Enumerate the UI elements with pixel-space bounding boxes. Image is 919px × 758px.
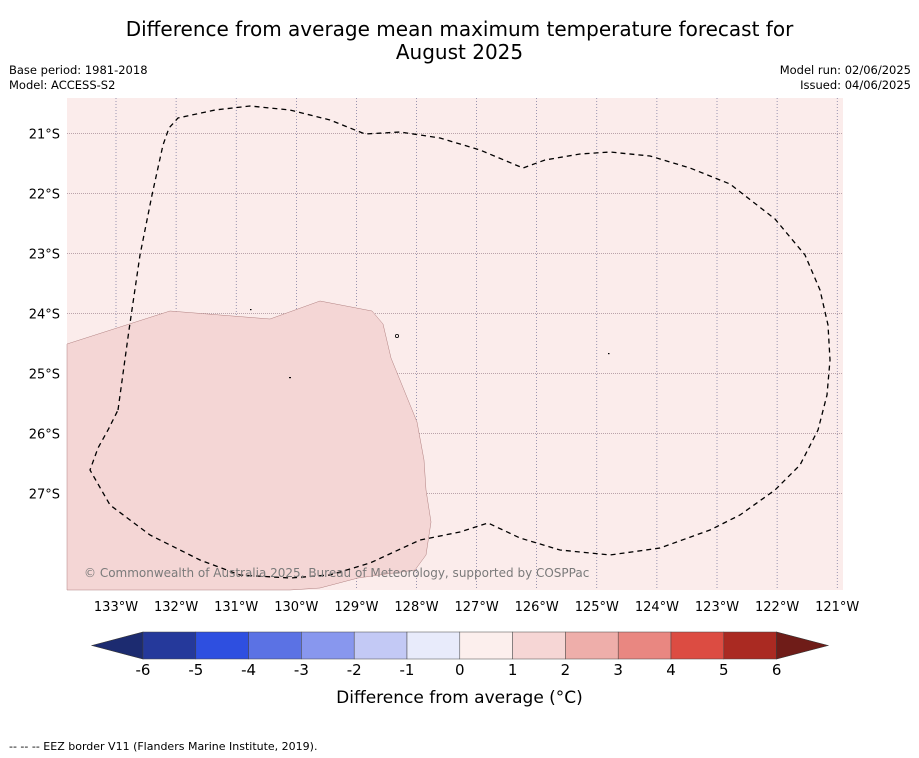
islet-marks [250,309,610,379]
longitude-label: 126°W [515,600,559,615]
colorbar-tick-label: -6 [136,661,151,679]
colorbar-tick-label: -3 [294,661,309,679]
copyright-text: © Commonwealth of Australia 2025, Bureau… [84,566,589,580]
islet [289,377,291,379]
title-line-1: Difference from average mean maximum tem… [125,17,794,41]
longitude-label: 121°W [815,600,859,615]
colorbar-tick-label: 1 [508,661,518,679]
colorbar-tick-label: 2 [561,661,571,679]
model-run-text: Model run: 02/06/2025 [779,63,911,77]
colorbar-tick-label: 3 [613,661,623,679]
colorbar-swatch [617,631,672,660]
islet [394,333,399,338]
colorbar-swatch [353,631,408,660]
eez-border [89,105,831,579]
colorbar-tick-label: -5 [188,661,203,679]
meta-right: Model run: 02/06/2025 Issued: 04/06/2025 [780,63,911,93]
longitude-label: 125°W [575,600,619,615]
colorbar-tick-label: 4 [666,661,676,679]
colorbar-swatch [142,631,197,660]
longitude-label: 127°W [455,600,499,615]
latitude-label: 27°S [29,488,60,503]
latitude-label: 21°S [29,128,60,143]
title-line-2: August 2025 [395,40,524,64]
colorbar-swatch [459,631,513,660]
colorbar-swatch [195,631,249,660]
longitude-label: 123°W [695,600,739,615]
longitude-label: 128°W [394,600,438,615]
colorbar-swatch [248,631,302,660]
colorbar-tick-label: -1 [400,661,415,679]
latitude-label: 23°S [29,248,60,263]
colorbar-high-extension [776,631,830,660]
footnote: -- -- -- EEZ border V11 (Flanders Marine… [9,740,318,753]
latitude-label: 22°S [29,188,60,203]
longitude-labels: 133°W 132°W 131°W 130°W 129°W 128°W 127°W 126°W… [94,600,860,615]
longitude-label: 130°W [274,600,318,615]
colorbar-tick-label: -2 [347,661,362,679]
map-title: Difference from average mean maximum tem… [0,18,919,64]
colorbar-swatch [512,631,566,660]
longitude-label: 124°W [635,600,679,615]
colorbar-swatch [670,631,725,660]
latitude-labels: 21°S 22°S 23°S 24°S 25°S 26°S 27°S [29,128,60,503]
longitude-label: 122°W [755,600,799,615]
meta-left: Base period: 1981-2018 Model: ACCESS-S2 [9,63,148,93]
colorbar-label: Difference from average (°C) [336,688,583,708]
longitude-label: 131°W [214,600,258,615]
base-period-text: Base period: 1981-2018 [9,63,148,77]
longitude-label: 132°W [154,600,198,615]
warmer-region-shading [66,300,432,591]
longitude-label: 133°W [94,600,138,615]
colorbar-low-extension [90,631,144,660]
latitude-label: 24°S [29,308,60,323]
colorbar-swatch [406,631,461,660]
colorbar-tick-label: 5 [719,661,729,679]
colorbar-swatch [723,631,777,660]
colorbar: -6 -5 -4 -3 -2 -1 0 1 2 3 4 5 6 [90,631,830,679]
islet [250,309,252,311]
model-text: Model: ACCESS-S2 [9,78,116,92]
colorbar-tick-label: 6 [772,661,782,679]
latitude-label: 25°S [29,368,60,383]
colorbar-swatch [565,631,619,660]
colorbar-tick-label: 0 [455,661,465,679]
colorbar-tick-label: -4 [241,661,256,679]
islet [608,353,610,355]
latitude-label: 26°S [29,428,60,443]
longitude-label: 129°W [334,600,378,615]
issued-text: Issued: 04/06/2025 [800,78,911,92]
colorbar-swatch [301,631,355,660]
